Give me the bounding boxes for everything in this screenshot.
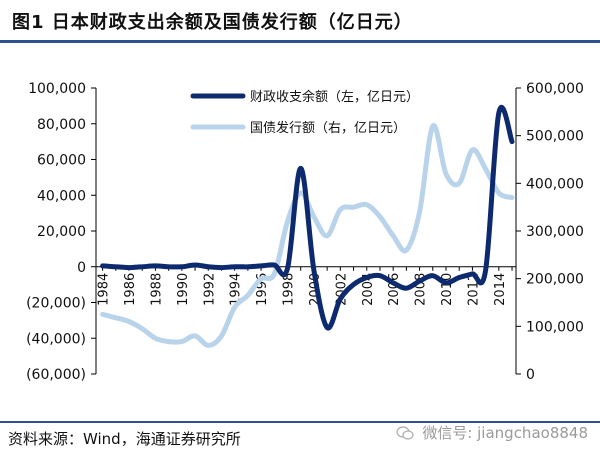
left-axis-tick-label: 100,000 <box>28 81 86 97</box>
x-axis-tick-label: 2002 <box>334 273 349 306</box>
chart-area: (60,000) (40,000) (20,000) 0 20,000 40,000 60,… <box>26 81 584 383</box>
x-axis-tick-label: 1992 <box>202 273 217 306</box>
x-axis-tick-label: 1984 <box>97 273 112 306</box>
legend-group: 财政收支余额（左，亿日元） 国债发行额（右，亿日元） <box>190 89 419 136</box>
chart-title: 图1 日本财政支出余额及国债发行额（亿日元） <box>12 12 413 33</box>
x-axis-tick-label: 1990 <box>176 273 191 306</box>
x-axis-tick-label: 1994 <box>229 273 244 306</box>
watermark-text: 微信号: jiangchao8848 <box>422 424 588 442</box>
right-axis-tick-label: 600,000 <box>526 81 584 97</box>
footer-divider <box>0 421 600 423</box>
left-axis-tick-label: (60,000) <box>26 367 86 383</box>
left-axis-tick-label: 80,000 <box>37 117 86 133</box>
wechat-icon <box>395 426 414 440</box>
legend-label: 国债发行额（右，亿日元） <box>250 120 406 136</box>
series-line-fiscal-balance <box>100 104 515 331</box>
x-axis-tick-label: 1998 <box>282 273 297 306</box>
left-axis-tick-label: 0 <box>77 260 86 276</box>
left-axis-tick-label: 60,000 <box>37 153 86 169</box>
right-axis-tick-label: 500,000 <box>526 129 584 145</box>
wechat-watermark: 微信号: jiangchao8848 <box>395 422 588 443</box>
left-axis-tick-label: (20,000) <box>26 296 86 312</box>
right-axis-tick-label: 0 <box>526 367 535 383</box>
x-axis-tick-label: 2014 <box>493 273 508 306</box>
right-axis-tick-label: 100,000 <box>526 319 584 335</box>
series-group <box>100 104 515 348</box>
left-axis-tick-label: 20,000 <box>37 224 86 240</box>
axes-group: (60,000) (40,000) (20,000) 0 20,000 40,000 60,… <box>26 81 584 383</box>
left-axis-tick-label: (40,000) <box>26 331 86 347</box>
series-line-jgb-issuance <box>100 123 515 348</box>
right-axis-tick-label: 200,000 <box>526 272 584 288</box>
x-axis-tick-label: 1988 <box>149 273 164 306</box>
title-divider <box>0 40 600 43</box>
right-axis-tick-label: 300,000 <box>526 224 584 240</box>
right-axis-tick-label: 400,000 <box>526 176 584 192</box>
x-axis-tick-label: 2010 <box>440 273 455 306</box>
left-axis-tick-label: 40,000 <box>37 188 86 204</box>
x-axis-tick-label: 1986 <box>123 273 138 306</box>
source-note: 资料来源：Wind，海通证券研究所 <box>8 430 241 448</box>
legend-label: 财政收支余额（左，亿日元） <box>250 89 419 105</box>
chart-header: 图1 日本财政支出余额及国债发行额（亿日元） <box>0 0 600 40</box>
